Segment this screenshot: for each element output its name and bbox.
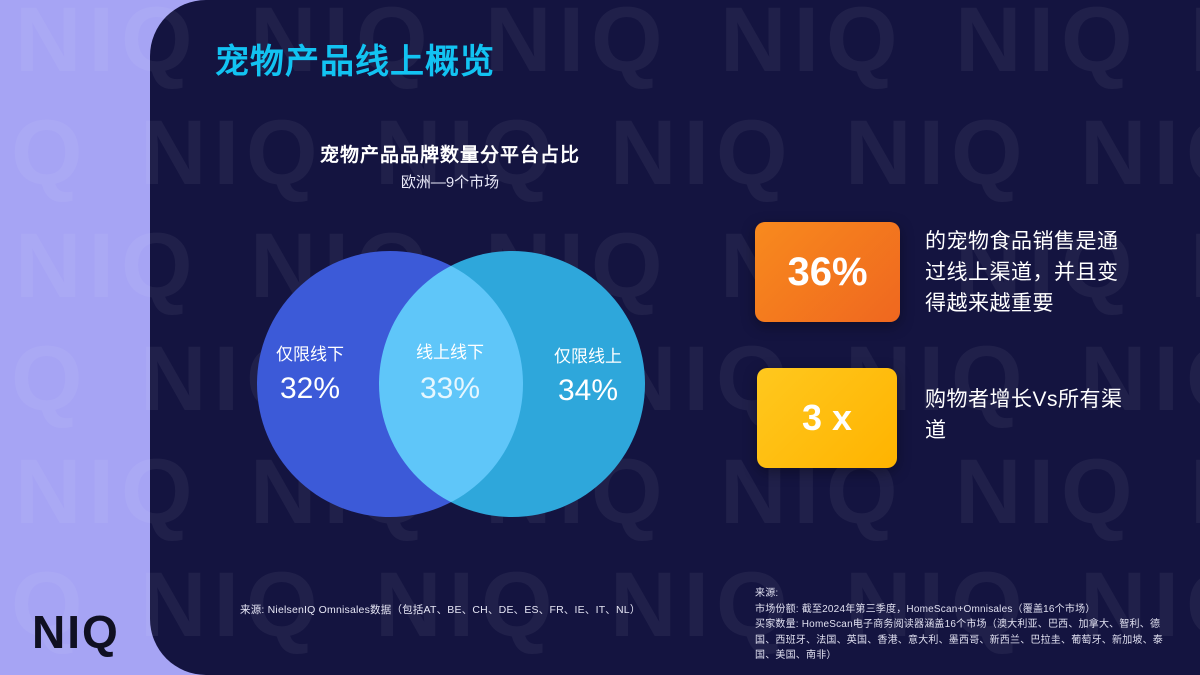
source-right-title: 来源:	[755, 588, 779, 599]
source-note-left: 来源: NielsenIQ Omnisales数据（包括AT、BE、CH、DE、…	[240, 604, 641, 616]
stat-value-3x: 3 x	[801, 397, 853, 438]
source-note-right: 来源: 市场份额: 截至2024年第三季度，HomeScan+Omnisales…	[755, 586, 1180, 664]
chart-title: 宠物产品品牌数量分平台占比	[319, 145, 580, 166]
stat-text-36pct: 的宠物食品销售是通过线上渠道，并且变得越来越重要	[925, 230, 1119, 316]
venn-label-online: 仅限线上	[554, 347, 622, 366]
venn-chart: 宠物产品品牌数量分平台占比 欧洲—9个市场 仅限线下 32% 线上线下 33% …	[200, 140, 700, 543]
stat-value-36pct: 36%	[787, 249, 868, 294]
stat-card-36pct: 36%	[755, 222, 900, 322]
source-right-buyers: 买家数量: HomeScan电子商务阅读器涵盖16个市场（澳大利亚、巴西、加拿大…	[755, 619, 1163, 661]
chart-subtitle: 欧洲—9个市场	[400, 174, 500, 191]
stat-card-3x: 3 x	[757, 368, 897, 468]
venn-label-both: 线上线下	[416, 343, 484, 362]
niq-logo: NIQ	[32, 606, 120, 658]
venn-diagram: 仅限线下 32% 线上线下 33% 仅限线上 34%	[257, 251, 645, 517]
source-right-share: 市场份额: 截至2024年第三季度，HomeScan+Omnisales（覆盖1…	[755, 603, 1096, 615]
venn-value-both: 33%	[420, 372, 480, 405]
venn-circle-online	[379, 251, 645, 517]
venn-value-offline: 32%	[280, 372, 340, 405]
page-title: 宠物产品线上概览	[215, 43, 495, 81]
venn-value-online: 34%	[558, 374, 618, 407]
stat-text-3x: 购物者增长Vs所有渠道	[925, 388, 1123, 443]
venn-label-offline: 仅限线下	[276, 345, 344, 364]
